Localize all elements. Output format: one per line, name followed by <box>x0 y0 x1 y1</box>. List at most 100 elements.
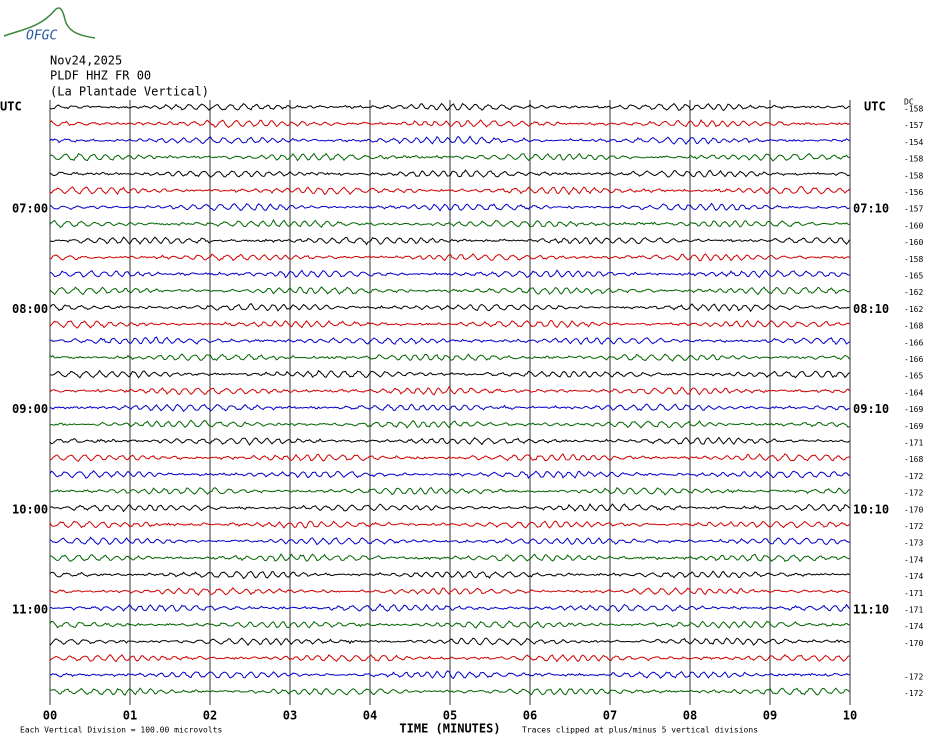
dc-offset: -162 <box>904 288 923 297</box>
right-time-label: 09:10 <box>853 402 889 416</box>
right-time-label: 11:10 <box>853 603 889 617</box>
left-time-label: 11:00 <box>12 603 48 617</box>
trace <box>49 218 850 229</box>
dc-offset: -171 <box>904 439 923 448</box>
date: Nov24,2025 <box>50 54 122 68</box>
dc-offset: -170 <box>904 639 923 648</box>
trace <box>49 403 850 412</box>
dc-offset: -154 <box>904 138 923 147</box>
trace <box>49 436 850 446</box>
trace <box>49 118 850 128</box>
dc-offset: -170 <box>904 505 923 514</box>
dc-offset: -166 <box>904 338 923 347</box>
dc-offset: -160 <box>904 221 923 230</box>
x-tick-label: 06 <box>523 709 537 723</box>
dc-offset: -158 <box>904 255 923 264</box>
trace <box>49 520 850 529</box>
x-tick-label: 01 <box>123 709 137 723</box>
left-time-label: 08:00 <box>12 302 48 316</box>
x-tick-label: 08 <box>683 709 697 723</box>
x-tick-label: 03 <box>283 709 297 723</box>
trace <box>49 102 850 112</box>
dc-offset: -172 <box>904 672 923 681</box>
trace <box>49 269 850 279</box>
logo-curve <box>3 7 96 39</box>
dc-offset: -168 <box>904 455 923 464</box>
trace <box>49 687 850 696</box>
trace <box>49 603 850 613</box>
dc-offset: -162 <box>904 305 923 314</box>
trace <box>49 336 850 346</box>
right-time-label: 10:10 <box>853 502 889 516</box>
dc-offset: -173 <box>904 539 923 548</box>
footnote-left: Each Vertical Division = 100.00 microvol… <box>20 726 222 735</box>
trace <box>49 385 850 396</box>
dc-offset: -165 <box>904 272 923 281</box>
trace <box>49 236 850 246</box>
dc-offset: -157 <box>904 121 923 130</box>
station-name: (La Plantade Vertical) <box>50 85 209 99</box>
trace <box>49 553 850 563</box>
dc-offset: -172 <box>904 489 923 498</box>
x-tick-label: 04 <box>363 709 377 723</box>
right-time-label: 07:10 <box>853 202 889 216</box>
left-axis-label: UTC <box>0 100 22 114</box>
right-time-label: 08:10 <box>853 302 889 316</box>
x-tick-label: 07 <box>603 709 617 723</box>
trace <box>49 419 850 429</box>
right-axis-label: UTC <box>864 100 886 114</box>
x-tick-label: 00 <box>43 709 57 723</box>
trace <box>49 152 850 162</box>
left-time-label: 10:00 <box>12 502 48 516</box>
trace <box>49 586 850 596</box>
left-time-label: 07:00 <box>12 202 48 216</box>
dc-offset: -158 <box>904 155 923 164</box>
dc-offset: -157 <box>904 205 923 214</box>
trace <box>49 453 850 462</box>
logo: OFGC <box>3 7 96 44</box>
x-tick-label: 02 <box>203 709 217 723</box>
x-axis-label: TIME (MINUTES) <box>399 722 500 736</box>
trace <box>49 503 850 513</box>
x-tick-label: 10 <box>843 709 857 723</box>
trace <box>49 470 850 479</box>
trace <box>49 286 850 296</box>
dc-label: DC <box>904 98 914 107</box>
logo-text: OFGC <box>26 29 57 44</box>
dc-offset: -171 <box>904 606 923 615</box>
trace <box>49 637 850 646</box>
station: PLDF HHZ FR 00 <box>50 69 151 83</box>
trace <box>49 653 850 663</box>
dc-offset: -166 <box>904 355 923 364</box>
x-tick-label: 09 <box>763 709 777 723</box>
trace <box>49 670 850 680</box>
trace <box>49 369 850 379</box>
trace <box>49 536 850 546</box>
trace <box>49 353 850 362</box>
trace <box>49 253 850 262</box>
dc-offset: -158 <box>904 171 923 180</box>
dc-offset: -172 <box>904 689 923 698</box>
dc-offset: -169 <box>904 422 923 431</box>
dc-offset: -160 <box>904 238 923 247</box>
x-tick-label: 05 <box>443 709 457 723</box>
dc-offset: -164 <box>904 388 923 397</box>
trace <box>49 186 850 196</box>
trace <box>49 570 850 580</box>
dc-offset: -174 <box>904 572 923 581</box>
dc-offset: -174 <box>904 622 923 631</box>
dc-offset: -156 <box>904 188 923 197</box>
dc-offset: -168 <box>904 322 923 331</box>
trace <box>49 620 850 629</box>
footnote-right: Traces clipped at plus/minus 5 vertical … <box>522 726 758 735</box>
trace <box>49 319 850 329</box>
trace <box>49 486 850 496</box>
left-time-label: 09:00 <box>12 402 48 416</box>
dc-offset: -158 <box>904 105 923 114</box>
trace <box>49 202 850 212</box>
dc-offset: -174 <box>904 555 923 564</box>
dc-offset: -165 <box>904 372 923 381</box>
dc-offset: -172 <box>904 522 923 531</box>
dc-offset: -171 <box>904 589 923 598</box>
